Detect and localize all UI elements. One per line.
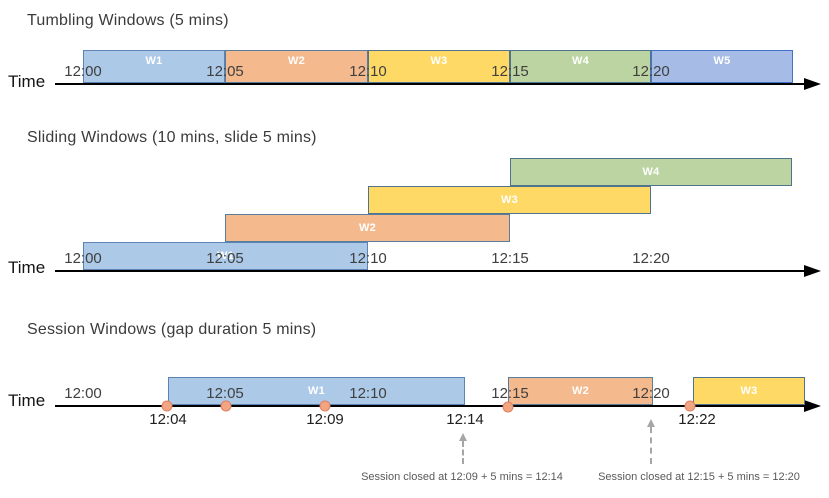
axis-tick-label: 12:20 <box>632 63 670 80</box>
axis-tick-label: 12:05 <box>206 250 244 267</box>
axis-tick-label: 12:15 <box>491 63 529 80</box>
time-axis-label: Time <box>8 72 46 91</box>
session-closed-annotation: Session closed at 12:09 + 5 mins = 12:14 <box>361 471 563 483</box>
window-box-w3: W3 <box>368 186 651 214</box>
event-time-label: 12:22 <box>678 411 716 428</box>
window-box-w3: W3 <box>693 377 805 405</box>
dashed-up-arrow-icon <box>647 419 655 464</box>
arrow-stem <box>462 441 464 464</box>
window-box-w5: W5 <box>651 50 793 83</box>
axis-tick-label: 12:10 <box>349 385 387 402</box>
axis-tick-label: 12:00 <box>64 250 102 267</box>
timeline-arrowhead-icon <box>804 400 821 412</box>
event-time-label: 12:04 <box>149 411 187 428</box>
time-axis-label: Time <box>8 258 46 277</box>
axis-tick-label: 12:15 <box>491 250 529 267</box>
time-axis-label: Time <box>8 391 46 410</box>
axis-tick-label: 12:00 <box>64 385 102 402</box>
window-box-w4: W4 <box>510 50 651 83</box>
event-dot <box>319 400 331 412</box>
axis-tick-label: 12:00 <box>64 63 102 80</box>
event-dot <box>684 400 696 412</box>
timeline-axis <box>55 83 805 85</box>
tumbling-title: Tumbling Windows (5 mins) <box>27 12 229 29</box>
event-time-label: 12:14 <box>446 411 484 428</box>
window-box-w2: W2 <box>508 377 653 405</box>
arrow-head <box>647 419 655 427</box>
window-box-w1: W1 <box>83 50 225 83</box>
axis-tick-label: 12:15 <box>491 385 529 402</box>
window-box-w1: W1 <box>83 242 368 270</box>
timeline-arrowhead-icon <box>804 265 821 277</box>
window-box-w1: W1 <box>168 377 465 405</box>
axis-tick-label: 12:10 <box>349 63 387 80</box>
event-dot <box>502 401 514 413</box>
event-dot <box>220 400 232 412</box>
window-box-w4: W4 <box>510 158 792 186</box>
window-box-w2: W2 <box>225 50 368 83</box>
axis-tick-label: 12:20 <box>632 385 670 402</box>
session-closed-annotation: Session closed at 12:15 + 5 mins = 12:20 <box>598 471 800 483</box>
axis-tick-label: 12:20 <box>632 250 670 267</box>
window-box-w2: W2 <box>225 214 510 242</box>
event-time-label: 12:09 <box>306 411 344 428</box>
axis-tick-label: 12:05 <box>206 63 244 80</box>
axis-tick-label: 12:05 <box>206 385 244 402</box>
arrow-stem <box>650 427 652 464</box>
window-box-w3: W3 <box>368 50 510 83</box>
timeline-axis <box>55 270 805 272</box>
event-dot <box>161 400 173 412</box>
timeline-arrowhead-icon <box>804 78 821 90</box>
axis-tick-label: 12:10 <box>349 250 387 267</box>
dashed-up-arrow-icon <box>459 433 467 464</box>
timeline-axis <box>55 405 805 407</box>
sliding-title: Sliding Windows (10 mins, slide 5 mins) <box>27 129 317 146</box>
session-title: Session Windows (gap duration 5 mins) <box>27 321 317 338</box>
arrow-head <box>459 433 467 441</box>
